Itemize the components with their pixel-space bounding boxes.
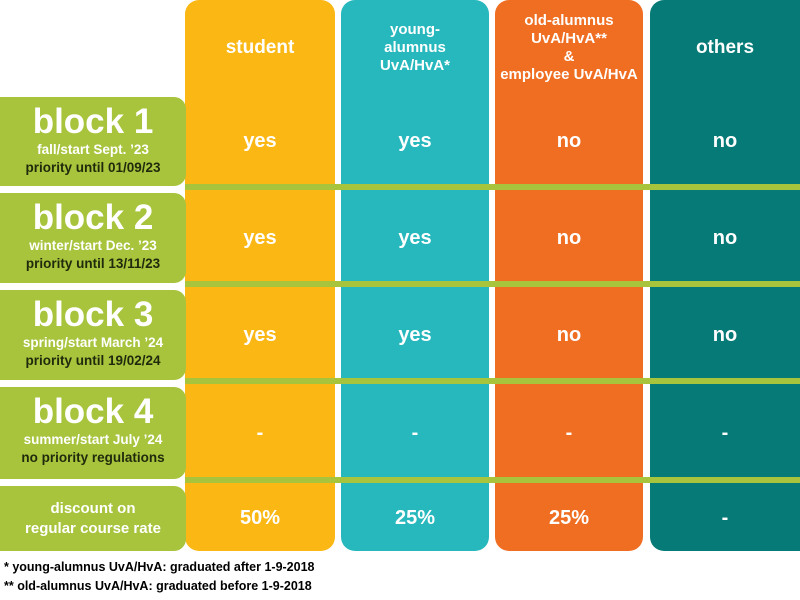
footnote-old-alumnus: ** old-alumnus UvA/HvA: graduated before…: [4, 579, 312, 593]
discount-young-alumnus: 25%: [394, 507, 436, 529]
discount-label-line: regular course rate: [25, 519, 161, 537]
block-season: fall/start Sept. ’23: [37, 142, 149, 157]
cell-student: yes: [243, 323, 277, 346]
block-priority: no priority regulations: [21, 450, 165, 465]
cell-others: no: [712, 130, 738, 152]
cell-student: yes: [243, 226, 277, 249]
block-title: block 4: [32, 392, 154, 431]
block-priority: priority until 01/09/23: [25, 160, 161, 175]
block-priority: priority until 19/02/24: [25, 353, 161, 368]
column-old-alumnus: [495, 0, 643, 551]
cell-young-alumnus: yes: [398, 226, 432, 249]
row-divider: [185, 184, 800, 190]
cell-young-alumnus: -: [411, 421, 419, 444]
cell-old-alumnus: no: [556, 323, 582, 346]
header-others: others: [695, 37, 755, 58]
discount-old-alumnus: 25%: [548, 507, 590, 529]
row-label-block-3: block 3 spring/start March ’24 priority …: [0, 290, 186, 380]
row-divider: [185, 477, 800, 483]
header-student: student: [225, 37, 295, 58]
block-title: block 3: [32, 295, 154, 334]
cell-student: -: [256, 421, 264, 444]
discount-label-line: discount on: [50, 499, 136, 517]
column-student: [185, 0, 335, 551]
cell-student: yes: [243, 130, 277, 152]
footnote-young-alumnus: * young-alumnus UvA/HvA: graduated after…: [4, 560, 315, 574]
column-young-alumnus: [341, 0, 489, 551]
block-season: spring/start March ’24: [22, 335, 164, 350]
cell-others: no: [712, 323, 738, 346]
row-divider: [185, 378, 800, 384]
row-label-discount: discount on regular course rate: [0, 486, 186, 551]
row-label-block-1: block 1 fall/start Sept. ’23 priority un…: [0, 97, 186, 186]
row-label-block-4: block 4 summer/start July ’24 no priorit…: [0, 387, 186, 479]
cell-young-alumnus: yes: [398, 323, 432, 346]
cell-old-alumnus: no: [556, 226, 582, 249]
block-season: winter/start Dec. ’23: [29, 238, 157, 253]
header-young-alumnus: young- alumnus UvA/HvA*: [379, 21, 451, 74]
column-others: [650, 0, 800, 551]
block-season: summer/start July ’24: [23, 432, 163, 447]
block-title: block 1: [32, 102, 154, 141]
cell-others: no: [712, 226, 738, 249]
discount-student: 50%: [239, 507, 281, 529]
block-title: block 2: [32, 198, 154, 237]
cell-young-alumnus: yes: [398, 130, 432, 152]
discount-others: -: [721, 507, 729, 529]
cell-old-alumnus: no: [556, 130, 582, 152]
cell-others: -: [721, 421, 729, 444]
row-divider: [185, 281, 800, 287]
block-priority: priority until 13/11/23: [25, 256, 161, 271]
header-old-alumnus: old-alumnus UvA/HvA** & employee UvA/HvA: [500, 12, 638, 83]
row-label-block-2: block 2 winter/start Dec. ’23 priority u…: [0, 193, 186, 283]
cell-old-alumnus: -: [565, 421, 573, 444]
